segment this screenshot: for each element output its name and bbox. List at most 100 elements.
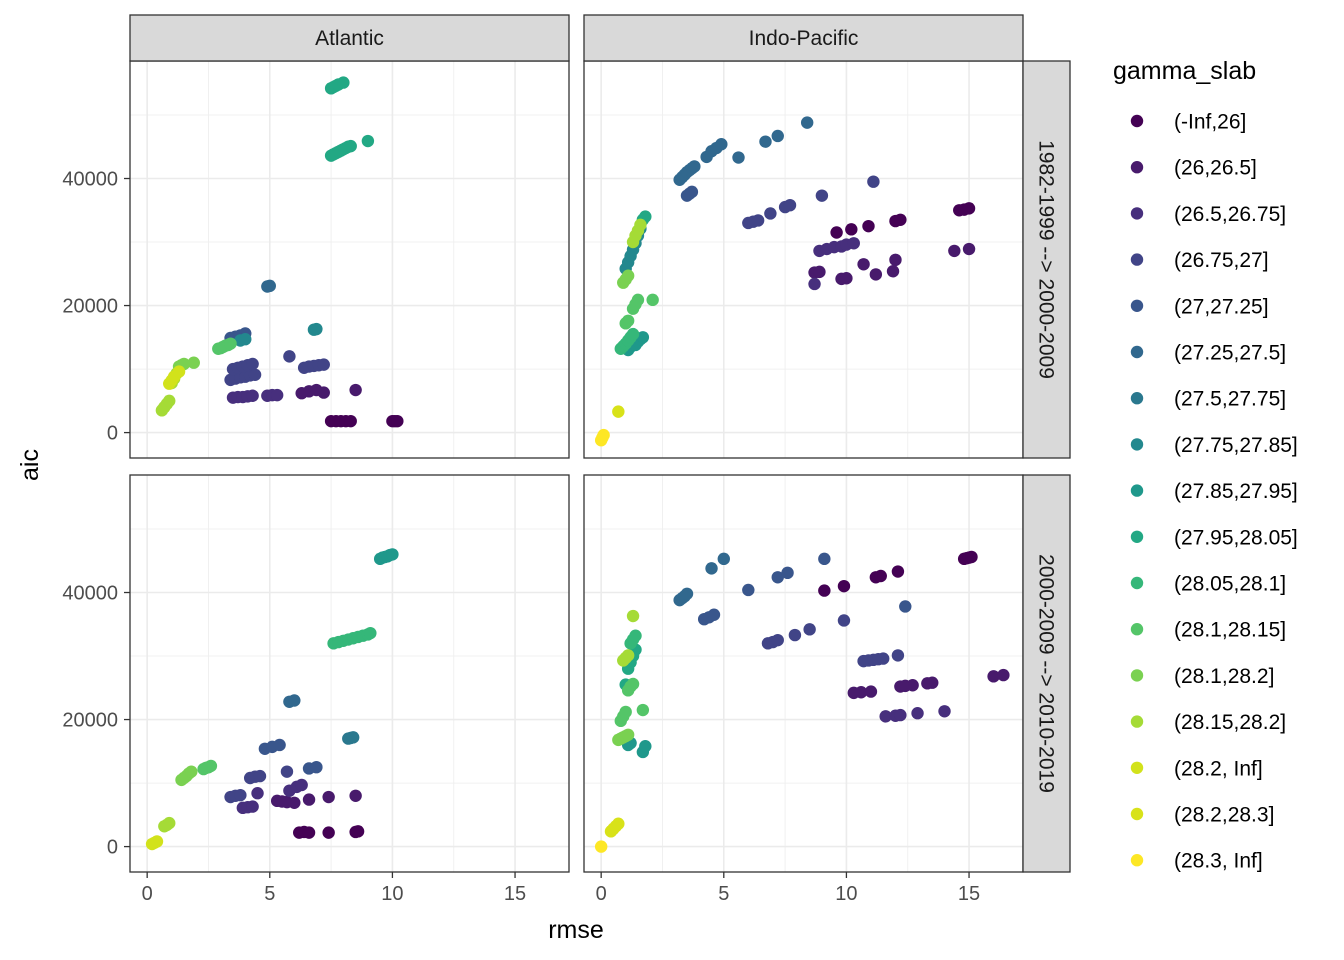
- legend: gamma_slab (-Inf,26] (26,26.5] (26.5,26.75…: [1113, 57, 1298, 873]
- legend-key: [1130, 715, 1144, 728]
- panel-0-1: [130, 475, 569, 872]
- data-point: [246, 800, 259, 813]
- data-point: [317, 358, 330, 371]
- strip-right-label: 2000-2009 --> 2010-2019: [1035, 554, 1058, 793]
- legend-key: [1130, 114, 1144, 128]
- data-point: [938, 705, 951, 718]
- panel-0-0: [130, 61, 569, 458]
- data-point: [344, 139, 357, 153]
- data-point: [886, 265, 900, 278]
- data-point: [845, 223, 858, 236]
- data-point: [187, 356, 200, 369]
- data-point: [288, 694, 301, 707]
- x-tick-label: 5: [718, 883, 729, 905]
- data-point: [688, 160, 701, 173]
- data-point: [612, 405, 625, 418]
- data-point: [764, 207, 777, 220]
- y-tick-label: 0: [107, 423, 118, 445]
- data-point: [987, 670, 1000, 683]
- data-point: [263, 279, 276, 293]
- legend-label: (27,27.25]: [1174, 295, 1269, 318]
- legend-label: (27.25,27.5]: [1174, 342, 1286, 365]
- data-point: [246, 357, 259, 371]
- x-tick-label: 0: [596, 883, 607, 905]
- strip-right-background: [1022, 474, 1071, 873]
- data-point: [594, 840, 608, 853]
- legend-key: [1130, 761, 1144, 774]
- data-point: [891, 565, 905, 578]
- data-point: [926, 676, 939, 689]
- panel-background: [130, 61, 569, 458]
- x-tick-label: 0: [142, 883, 153, 905]
- data-point: [717, 552, 730, 566]
- data-point: [705, 562, 718, 575]
- data-point: [837, 579, 851, 593]
- x-tick-label: 5: [264, 883, 275, 905]
- data-point: [346, 731, 360, 744]
- data-point: [965, 550, 978, 564]
- data-point: [899, 600, 912, 613]
- data-point: [771, 633, 784, 647]
- data-point: [626, 677, 640, 691]
- panel-points-1-1: [594, 550, 1010, 853]
- y-tick-label: 0: [107, 837, 118, 859]
- data-point: [808, 277, 821, 291]
- data-point: [646, 293, 659, 307]
- facets-layer: Atlantic Indo-Pacific 1982-1999 --> 2000-2…: [62, 14, 1071, 905]
- panel-border: [129, 474, 570, 873]
- data-point: [759, 135, 772, 148]
- data-point: [317, 386, 330, 399]
- data-point: [685, 185, 699, 199]
- strip-right-background: [1022, 60, 1071, 459]
- data-point: [732, 151, 745, 164]
- data-point: [962, 242, 976, 256]
- data-point: [302, 793, 316, 806]
- data-point: [239, 333, 252, 346]
- data-point: [847, 237, 860, 250]
- data-point: [626, 609, 640, 623]
- data-point: [894, 708, 907, 722]
- panel-points-0-0: [155, 76, 404, 428]
- data-point: [621, 269, 635, 282]
- strip-top-label: Indo-Pacific: [749, 27, 859, 50]
- data-point: [911, 707, 924, 720]
- data-point: [906, 679, 919, 692]
- legend-key: [1130, 299, 1144, 312]
- legend-key: [1130, 484, 1144, 497]
- data-point: [781, 566, 794, 580]
- x-axis-title: rmse: [548, 916, 604, 944]
- data-point: [597, 428, 610, 442]
- legend-key: [1130, 253, 1144, 266]
- data-point: [857, 258, 870, 271]
- data-point: [877, 652, 890, 665]
- data-point: [948, 244, 961, 258]
- data-point: [295, 778, 308, 792]
- data-point: [302, 826, 316, 839]
- legend-label: (-Inf,26]: [1174, 111, 1246, 134]
- x-tick-label: 15: [504, 883, 526, 905]
- legend-key: [1130, 207, 1144, 220]
- data-point: [837, 614, 851, 627]
- data-point: [163, 816, 176, 830]
- panel-1-1: [584, 475, 1023, 872]
- data-point: [251, 787, 264, 800]
- data-point: [636, 331, 650, 344]
- y-tick-label: 20000: [62, 296, 118, 318]
- data-point: [803, 623, 816, 636]
- y-tick-label: 20000: [62, 710, 118, 732]
- data-point: [310, 322, 323, 336]
- legend-label: (27.75,27.85]: [1174, 434, 1298, 457]
- data-point: [361, 134, 375, 148]
- legend-key: [1130, 530, 1144, 543]
- data-point: [391, 414, 404, 428]
- legend-label: (28.1,28.2]: [1174, 665, 1274, 688]
- data-point: [163, 394, 176, 408]
- data-point: [349, 789, 362, 802]
- legend-key: [1130, 345, 1144, 359]
- data-point: [869, 268, 883, 281]
- data-point: [680, 587, 694, 600]
- data-point: [813, 265, 826, 279]
- strip-top-background: [583, 14, 1024, 62]
- data-point: [270, 388, 284, 402]
